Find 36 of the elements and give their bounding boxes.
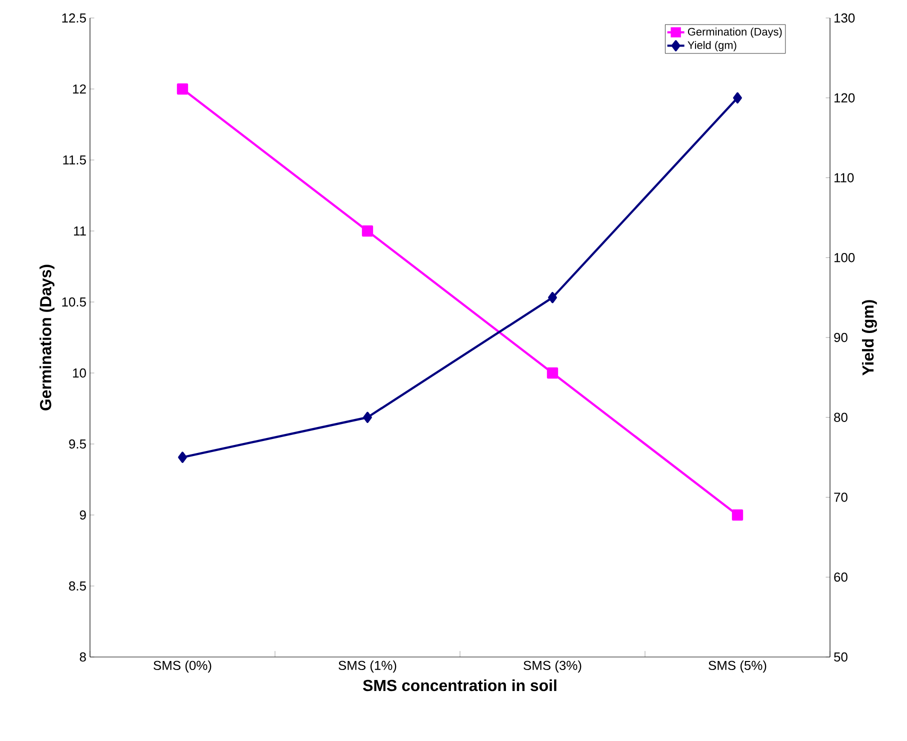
y2-tick-label: 90	[834, 332, 848, 342]
y-tick-label: 11.5	[63, 155, 86, 165]
point	[362, 225, 374, 237]
point	[548, 292, 557, 304]
y-tick-label: 8.5	[69, 581, 86, 591]
y-tick-label: 12.5	[62, 13, 86, 23]
y2-axis-title: Yield (gm)	[862, 300, 877, 376]
point	[176, 83, 188, 95]
y2-tick-label: 110	[834, 173, 854, 182]
point	[733, 92, 742, 104]
y-tick-label: 9	[80, 510, 86, 520]
y2-tick-label: 70	[834, 492, 848, 502]
point	[178, 452, 187, 463]
y-tick-label: 11	[74, 226, 86, 236]
x-tick-label: SMS (1%)	[338, 660, 396, 673]
x-axis-title: SMS concentration in soil	[363, 679, 556, 692]
point	[546, 367, 558, 379]
x-tick-label: SMS (0%)	[154, 660, 212, 673]
y-axis-title: Germination (Days)	[40, 264, 54, 410]
y-tick-label: 8	[80, 652, 86, 662]
x-tick-label: SMS (3%)	[524, 660, 582, 673]
legend-label: Yield (gm)	[688, 40, 736, 52]
y2-tick-label: 60	[834, 572, 848, 582]
y-tick-label: 12	[73, 84, 86, 94]
legend-label: Germination (Days)	[688, 28, 782, 38]
y2-tick-label: 100	[834, 253, 855, 262]
y2-tick-label: 50	[834, 652, 848, 662]
y2-tick-label: 80	[834, 412, 848, 422]
y2-tick-label: 130	[834, 13, 855, 23]
y2-tick-label: 120	[834, 93, 855, 102]
y-tick-label: 9.5	[69, 439, 86, 449]
point	[732, 509, 744, 521]
x-tick-label: SMS (5%)	[708, 660, 766, 673]
y-tick-label: 10	[73, 368, 86, 378]
y-tick-label: 10.5	[62, 297, 86, 307]
point	[363, 412, 372, 423]
